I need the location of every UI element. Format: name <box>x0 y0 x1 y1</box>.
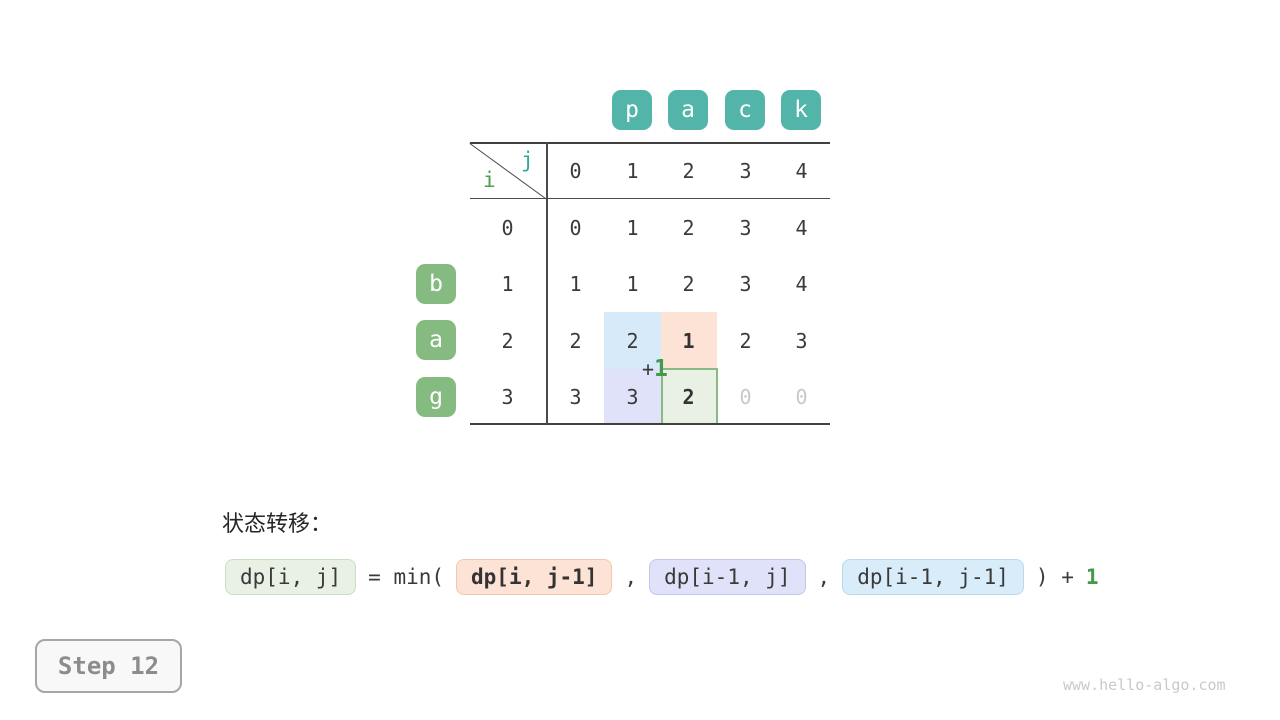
col-header-0: 0 <box>569 159 582 183</box>
table-header-line <box>470 198 830 200</box>
header-diagonal-line <box>469 142 547 200</box>
step-badge: Step 12 <box>35 639 182 693</box>
row-header-1: 1 <box>501 272 514 296</box>
dp-cell-1-0: 1 <box>569 272 582 296</box>
formula-dp-im1-jm1: dp[i-1, j-1] <box>842 559 1024 595</box>
dp-cell-3-1: 3 <box>626 385 639 409</box>
col-header-3: 3 <box>739 159 752 183</box>
col-header-1: 1 <box>626 159 639 183</box>
formula-close-plus: ) + <box>1035 565 1074 589</box>
formula-dp-ij: dp[i, j] <box>225 559 357 595</box>
formula-comma-2: , <box>817 565 831 589</box>
row-var-label: i <box>483 168 496 192</box>
formula-comma-1: , <box>624 565 638 589</box>
col-char-badge-k: k <box>781 90 821 130</box>
plus-sign: + <box>642 357 655 381</box>
dp-cell-0-3: 3 <box>739 216 752 240</box>
watermark: www.hello-algo.com <box>1063 676 1226 694</box>
dp-cell-3-3-unfilled: 0 <box>739 385 752 409</box>
highlight-cell-left <box>604 369 661 424</box>
row-header-2: 2 <box>501 329 514 353</box>
dp-cell-3-0: 3 <box>569 385 582 409</box>
col-var-label: j <box>521 148 534 172</box>
dp-cell-0-2: 2 <box>682 216 695 240</box>
table-top-line <box>470 142 830 144</box>
dp-cell-1-4: 4 <box>795 272 808 296</box>
formula-dp-i-jm1: dp[i, j-1] <box>456 559 613 595</box>
dp-cell-2-2-min-value: 1 <box>682 329 695 353</box>
col-char-badge-p: p <box>612 90 652 130</box>
highlight-cell-up <box>661 312 717 369</box>
dp-cell-1-1: 1 <box>626 272 639 296</box>
col-char-badge-a: a <box>668 90 708 130</box>
dp-cell-1-2: 2 <box>682 272 695 296</box>
dp-cell-2-1: 2 <box>626 329 639 353</box>
table-vertical-line <box>546 142 548 425</box>
row-header-0: 0 <box>501 216 514 240</box>
dp-cell-2-4: 3 <box>795 329 808 353</box>
table-bottom-line <box>470 423 830 425</box>
col-header-2: 2 <box>682 159 695 183</box>
formula-equals-min: = min( <box>368 565 445 589</box>
dp-cell-1-3: 3 <box>739 272 752 296</box>
dp-cell-0-4: 4 <box>795 216 808 240</box>
dp-cell-2-0: 2 <box>569 329 582 353</box>
dp-cell-2-3: 2 <box>739 329 752 353</box>
dp-cell-3-2-current: 2 <box>682 385 695 409</box>
state-transition-label: 状态转移： <box>222 512 333 537</box>
formula-dp-im1-j: dp[i-1, j] <box>649 559 806 595</box>
row-header-3: 3 <box>501 385 514 409</box>
row-char-badge-a: a <box>416 320 456 360</box>
dp-cell-0-1: 1 <box>626 216 639 240</box>
plus-one-annotation: + 1 <box>642 356 668 382</box>
transition-formula: dp[i, j] = min( dp[i, j-1] , dp[i-1, j] … <box>225 559 1099 595</box>
col-char-badge-c: c <box>725 90 765 130</box>
plus-one-value: 1 <box>654 356 668 382</box>
dp-cell-0-0: 0 <box>569 216 582 240</box>
highlight-cell-diagonal <box>604 312 661 369</box>
dp-cell-3-4-unfilled: 0 <box>795 385 808 409</box>
formula-increment: 1 <box>1085 565 1099 589</box>
row-char-badge-g: g <box>416 377 456 417</box>
row-char-badge-b: b <box>416 264 456 304</box>
col-header-4: 4 <box>795 159 808 183</box>
